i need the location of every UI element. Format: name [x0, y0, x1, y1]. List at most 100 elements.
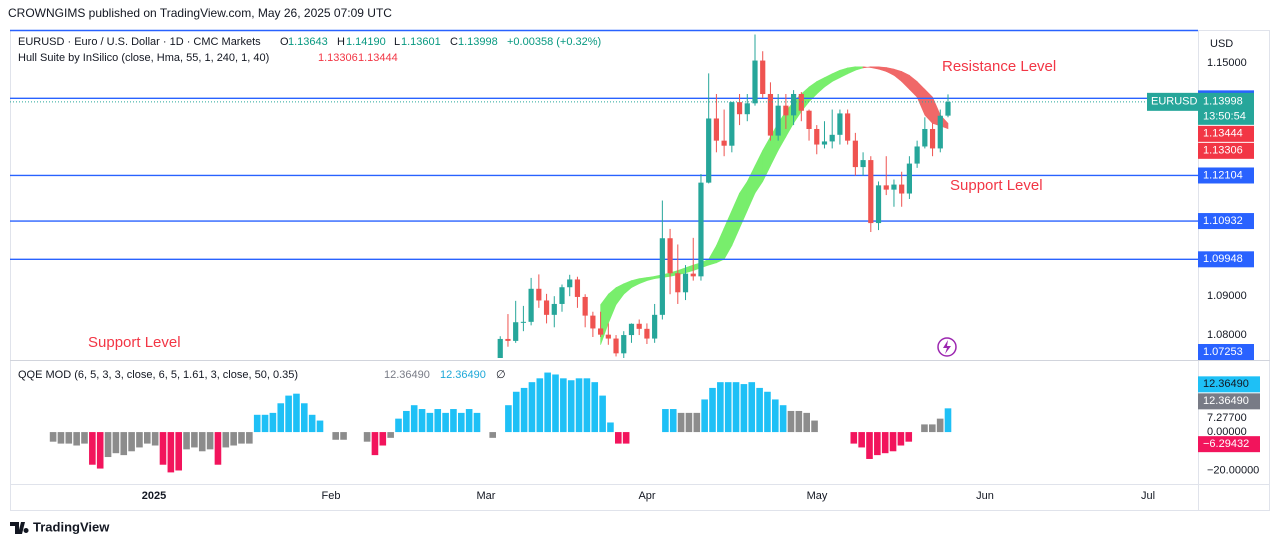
qqe-bar [246, 432, 253, 444]
qqe-bar [293, 393, 300, 433]
candle-body [675, 273, 681, 293]
brand: TradingView [10, 519, 110, 534]
qqe-bar [850, 432, 858, 444]
qqe-bar [505, 405, 512, 433]
qqe-bar [520, 387, 528, 433]
qqe-bar [230, 432, 237, 446]
candle-body [814, 128, 820, 145]
annotation: Support Level [88, 334, 181, 351]
qqe-bar [858, 432, 865, 448]
candle-body [574, 279, 581, 297]
qqe-bar [748, 382, 756, 433]
qqe-bar [583, 378, 591, 433]
candle-body [752, 60, 758, 104]
hull-badge [1198, 125, 1254, 142]
candle-body [821, 141, 828, 145]
qqe-bar [395, 418, 402, 433]
qqe-bar [685, 412, 693, 433]
candle-body [937, 115, 943, 149]
qqe-bar [897, 432, 905, 446]
qqe-bar [709, 387, 716, 433]
qqe-bar [803, 412, 810, 433]
qqe-bar [73, 432, 80, 446]
qqe-bar [866, 432, 873, 459]
hull-badge-text: 1.13306 [1203, 145, 1243, 157]
qqe-bar [567, 380, 575, 433]
qqe-bar [144, 432, 151, 444]
candle-body [760, 60, 766, 94]
candle-body [883, 185, 889, 190]
qqe-bar [552, 374, 559, 433]
x-tick-label: Apr [638, 490, 655, 502]
qqe-bar [128, 432, 135, 452]
candle-body [652, 314, 658, 339]
candle-body [543, 300, 550, 315]
qqe-bar [261, 414, 269, 433]
qqe-bar [669, 409, 677, 433]
candle-body [860, 160, 866, 168]
change: +0.00358 (+0.32%) [507, 36, 601, 48]
lightning-icon[interactable] [937, 337, 957, 357]
qqe-bar [434, 409, 442, 433]
candle-body [845, 113, 851, 141]
candle-body [628, 323, 635, 336]
x-tick-label: Feb [322, 490, 341, 502]
level-label: 1.10932 [1203, 215, 1243, 227]
qqe-bar [206, 432, 214, 450]
qqe-bar [159, 432, 167, 465]
candle-body [945, 101, 951, 116]
candle-body [899, 184, 905, 194]
qqe-bar [693, 412, 701, 433]
qqe-value: ∅ [496, 369, 506, 381]
candle-body [505, 338, 511, 341]
qqe-bar [724, 382, 732, 433]
x-tick-label: Jul [1141, 490, 1155, 502]
symbol-badge [1147, 92, 1198, 111]
hull-value: 1.13306 [318, 52, 358, 64]
qqe-value: 12.36490 [440, 369, 486, 381]
currency: USD [1210, 38, 1233, 50]
level-label: 1.07253 [1203, 346, 1243, 358]
qqe-bar [120, 432, 128, 456]
candle-body [690, 273, 696, 277]
qqe-bar [371, 432, 379, 456]
candle-body [806, 110, 812, 129]
candle-body [783, 105, 789, 116]
qqe-bar [717, 382, 724, 433]
qqe-bar [795, 410, 803, 433]
qqe-bar [560, 378, 567, 433]
qqe-bar [112, 432, 120, 454]
qqe-bar [426, 412, 434, 433]
y-tick-label: 1.08000 [1207, 329, 1247, 341]
qqe-bar [269, 412, 277, 433]
qqe-bar [89, 432, 96, 465]
level-badge [1198, 344, 1254, 360]
candle-body [914, 146, 920, 164]
hull-badge-text: 1.13444 [1203, 128, 1243, 140]
qqe-bar [57, 432, 65, 444]
qqe-bar [104, 432, 112, 458]
qqe-badge-text: 12.36490 [1203, 378, 1249, 390]
qqe-bar [175, 432, 182, 471]
level-badge [1198, 167, 1254, 184]
qqe-bar [332, 432, 339, 440]
high-value: 1.14190 [346, 36, 386, 48]
candle-body [798, 93, 804, 111]
candle-body [767, 93, 774, 136]
qqe-bar [403, 410, 410, 433]
candle-body [582, 296, 588, 316]
qqe-bar [615, 432, 622, 444]
candle-body [567, 279, 573, 288]
qqe-bar [277, 403, 285, 433]
candle-body [613, 338, 619, 354]
candle-body [721, 140, 727, 146]
qqe-bar [599, 395, 606, 433]
annotation: Resistance Level [942, 58, 1056, 75]
qqe-bar [151, 432, 159, 446]
x-tick-label: Jun [976, 490, 994, 502]
qqe-bar [410, 405, 418, 433]
qqe-bar [881, 432, 889, 454]
candle-body [713, 118, 719, 141]
qqe-bar [308, 414, 316, 433]
qqe-bar [473, 412, 481, 433]
